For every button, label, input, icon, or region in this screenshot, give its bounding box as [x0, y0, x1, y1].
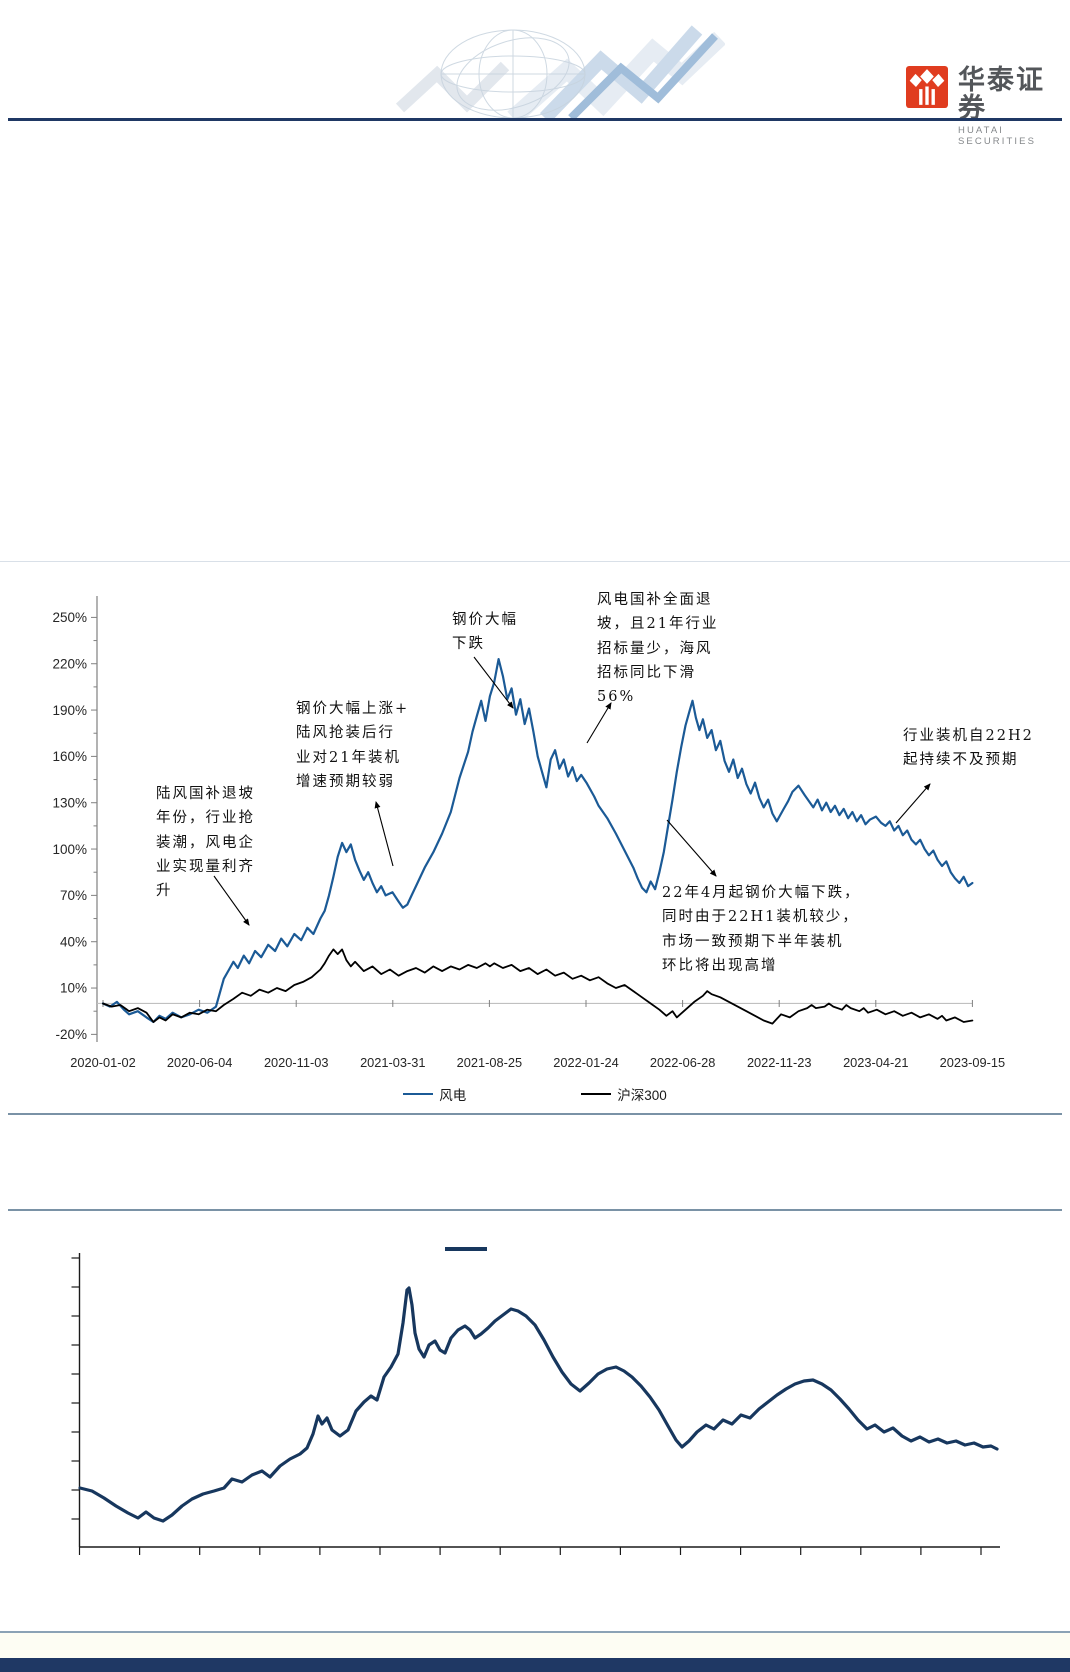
annotation-arrow	[666, 819, 717, 877]
annotation-arrow	[374, 801, 394, 867]
chart-annotation: 陆风国补退坡 年份，行业抢 装潮，风电企 业实现量利齐 升	[156, 786, 255, 900]
legend-line-swatch	[581, 1093, 612, 1095]
annotation-arrow	[213, 875, 250, 926]
figure2-top-divider	[8, 1209, 1062, 1211]
brand-name-en: HUATAI SECURITIES	[958, 124, 1037, 147]
chart-annotation: 钢价大幅 下跌	[452, 612, 518, 653]
x-tick-label: 2021-08-25	[457, 1055, 522, 1070]
x-tick-label: 2020-06-04	[167, 1055, 232, 1070]
y-tick-label: 10%	[60, 981, 87, 996]
y-tick-label: 130%	[52, 795, 87, 810]
second-chart	[71, 1247, 1000, 1555]
annotation-arrow	[473, 656, 514, 709]
chart1-legend: 风电 沪深300	[0, 1084, 1070, 1104]
x-tick-label: 2022-01-24	[553, 1055, 618, 1070]
y-tick-label: 160%	[52, 749, 87, 764]
y-tick-label: 40%	[60, 934, 87, 949]
wind-power-line	[101, 657, 974, 1024]
relative-return-chart: 250% 220% 190% 160% 130% 100% 70% 40% 10% -20% 202…	[52, 596, 1005, 1070]
y-tick-label: 250%	[52, 610, 87, 625]
x-tick-label: 2022-06-28	[650, 1055, 715, 1070]
y-tick-label: 220%	[52, 656, 87, 671]
y-tick-label: -20%	[55, 1027, 87, 1042]
x-tick-label: 2021-03-31	[360, 1055, 425, 1070]
x-tick-label: 2023-09-15	[940, 1055, 1005, 1070]
footer-divider	[0, 1631, 1070, 1633]
figure1-bottom-divider	[8, 1113, 1062, 1115]
brand-name-cn: 华泰证券	[958, 65, 1045, 124]
chart-annotation: 22年4月起钢价大幅下跌， 同时由于22H1装机较少， 市场一致预期下半年装机 …	[662, 885, 861, 975]
legend-line-swatch	[403, 1093, 434, 1095]
y-tick-label: 70%	[60, 888, 87, 903]
figure-top-hairline	[0, 561, 1070, 562]
deco-globe-graphic	[395, 25, 725, 118]
price-curve-line	[78, 1286, 999, 1523]
chart-annotation: 钢价大幅上涨+ 陆风抢装后行 业对21年装机 增速预期较弱	[296, 701, 410, 791]
globe-icon	[440, 29, 586, 118]
x-tick-label: 2020-01-02	[70, 1055, 135, 1070]
annotation-arrow	[586, 702, 612, 744]
csi300-line	[102, 948, 974, 1025]
brand-logo: 华泰证券 HUATAI SECURITIES	[906, 66, 1070, 147]
footer-navy-bar	[0, 1658, 1070, 1672]
annotation-arrow	[895, 783, 931, 824]
x-tick-label: 2020-11-03	[264, 1055, 329, 1070]
x-tick-label: 2022-11-23	[747, 1055, 812, 1070]
x-tick-label: 2023-04-21	[843, 1055, 908, 1070]
legend-item: 风电	[403, 1084, 466, 1104]
chart-annotation: 行业装机自22H2 起持续不及预期	[903, 728, 1034, 769]
ribbon-graphic	[395, 25, 725, 118]
legend-label: 沪深300	[617, 1088, 667, 1103]
y-tick-label: 100%	[52, 842, 87, 857]
header-rule	[8, 118, 1062, 121]
legend-item: 沪深300	[581, 1084, 667, 1104]
brand-text: 华泰证券 HUATAI SECURITIES	[958, 66, 1070, 147]
y-tick-label: 190%	[52, 703, 87, 718]
chart-annotation: 风电国补全面退 坡，且21年行业 招标量少，海风 招标同比下滑 56%	[597, 592, 719, 706]
huatai-logo-icon	[906, 66, 948, 108]
legend-label: 风电	[439, 1088, 467, 1103]
footer-cream-band	[0, 1633, 1070, 1658]
